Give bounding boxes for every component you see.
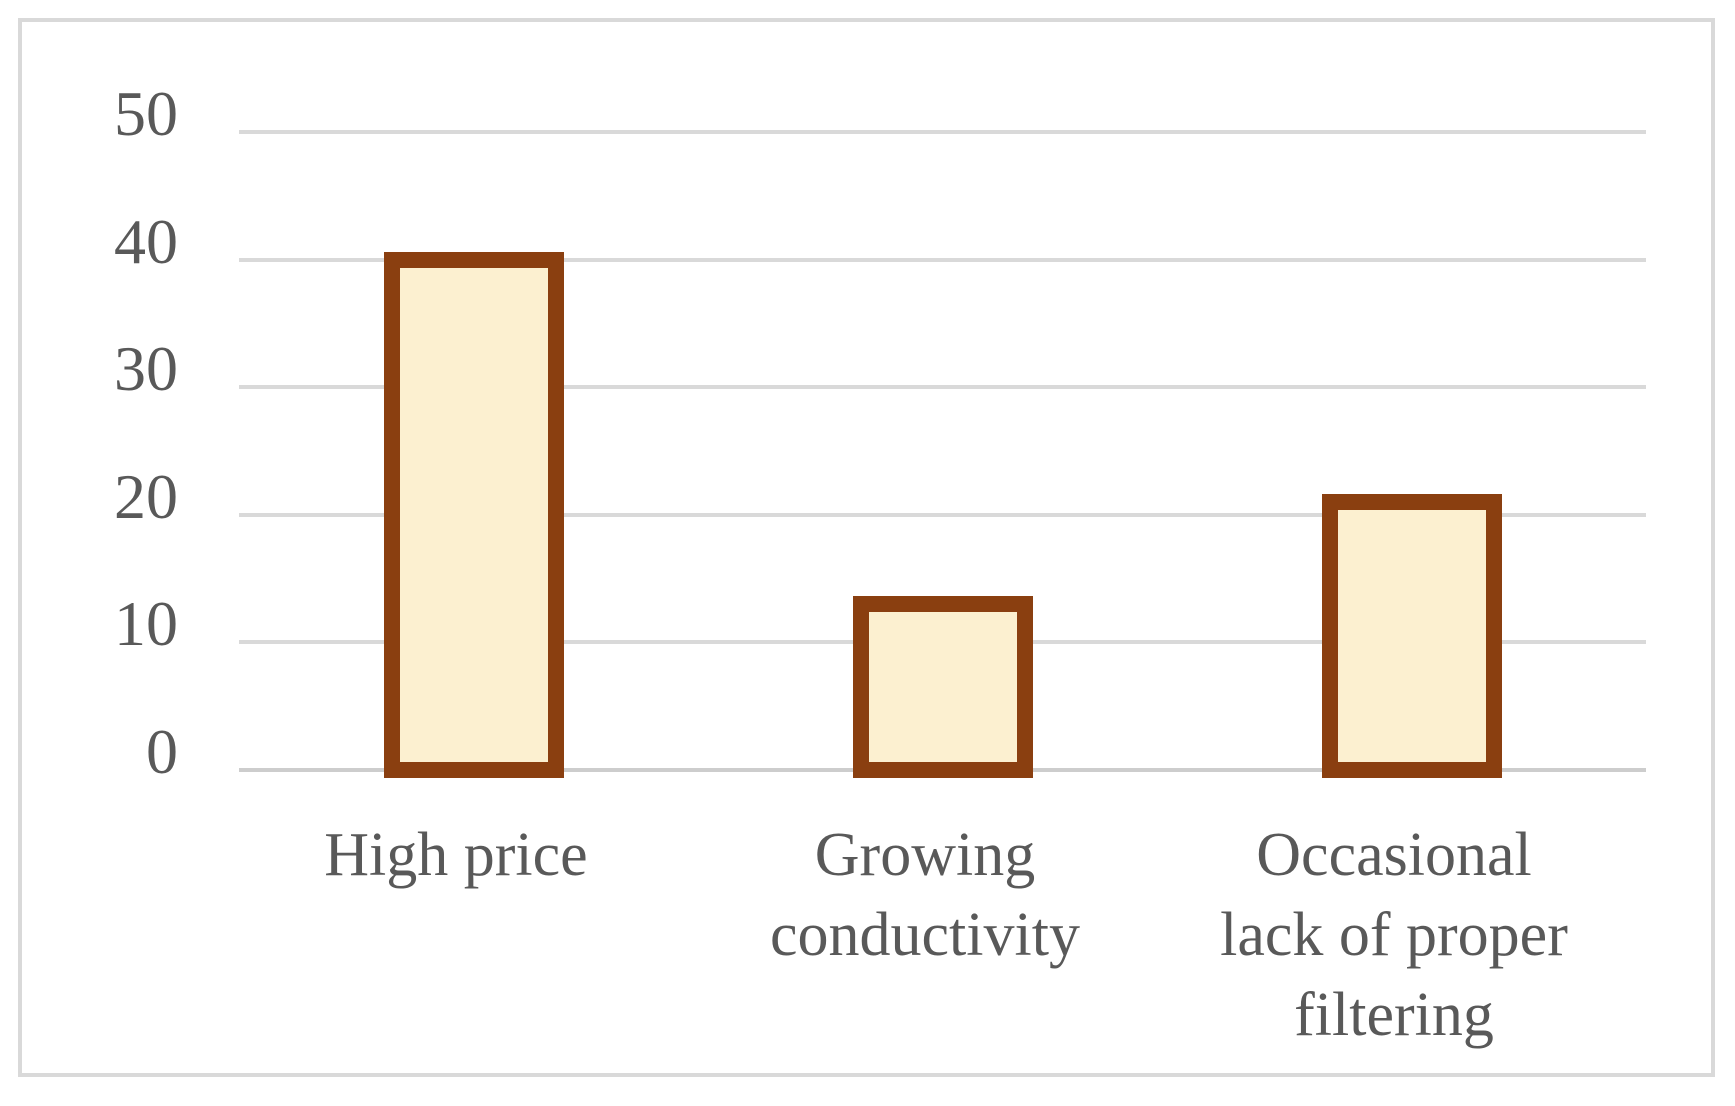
x-category-label-line: Occasional [1256, 821, 1532, 889]
bar [384, 252, 564, 778]
y-tick-label: 10 [114, 588, 178, 660]
y-tick-label: 0 [146, 716, 178, 787]
y-tick-label: 20 [114, 460, 178, 532]
gridline [239, 512, 1646, 517]
x-category-label-line: lack of proper [1220, 901, 1568, 969]
x-category-label-line: filtering [1294, 981, 1494, 1049]
x-category-label-line: Growing [814, 821, 1036, 889]
x-category-label-line: High price [324, 821, 588, 889]
y-tick-label: 50 [114, 78, 178, 149]
gridline [239, 385, 1646, 390]
gridline [239, 257, 1646, 262]
bar [1322, 494, 1502, 778]
x-category-label: High price [221, 815, 691, 895]
bar [853, 596, 1033, 778]
x-category-label: Occasional lack of proper filtering [1159, 815, 1629, 1055]
y-tick-label: 30 [114, 333, 178, 405]
plot-area [239, 130, 1646, 778]
x-category-label-line: conductivity [770, 901, 1080, 969]
y-tick-label: 40 [114, 205, 178, 277]
chart-frame: 0 10 20 30 40 50 High price Growing conductivit… [18, 18, 1715, 1077]
gridline [239, 130, 1646, 134]
x-category-label: Growing conductivity [690, 815, 1160, 975]
